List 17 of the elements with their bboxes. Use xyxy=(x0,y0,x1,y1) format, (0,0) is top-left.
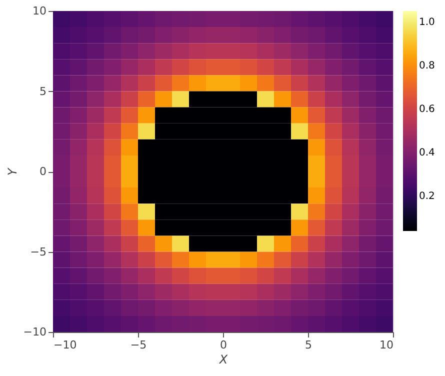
y-tick-label: −10 xyxy=(23,326,46,338)
x-tick-label: 5 xyxy=(305,338,312,352)
x-tick-label: 10 xyxy=(380,338,394,352)
color-bar-label: 0.8 xyxy=(419,60,435,72)
color-bar-label: 0.4 xyxy=(419,148,435,159)
y-tick-label: −5 xyxy=(30,245,46,258)
x-tick-label: −10 xyxy=(54,338,77,352)
color-bar-label: 0.2 xyxy=(419,191,435,202)
y-tick-label: 0 xyxy=(40,165,46,178)
y-tick-label: 10 xyxy=(32,4,46,18)
y-tick-label: 5 xyxy=(40,84,46,98)
color-bar-label: 1.0 xyxy=(419,16,435,28)
x-tick-label: 0 xyxy=(220,338,227,352)
y-axis-title: Y xyxy=(5,166,20,176)
x-axis-title: X xyxy=(218,352,228,366)
x-tick-label: −5 xyxy=(130,338,147,352)
color-bar-label: 0.6 xyxy=(419,104,435,116)
